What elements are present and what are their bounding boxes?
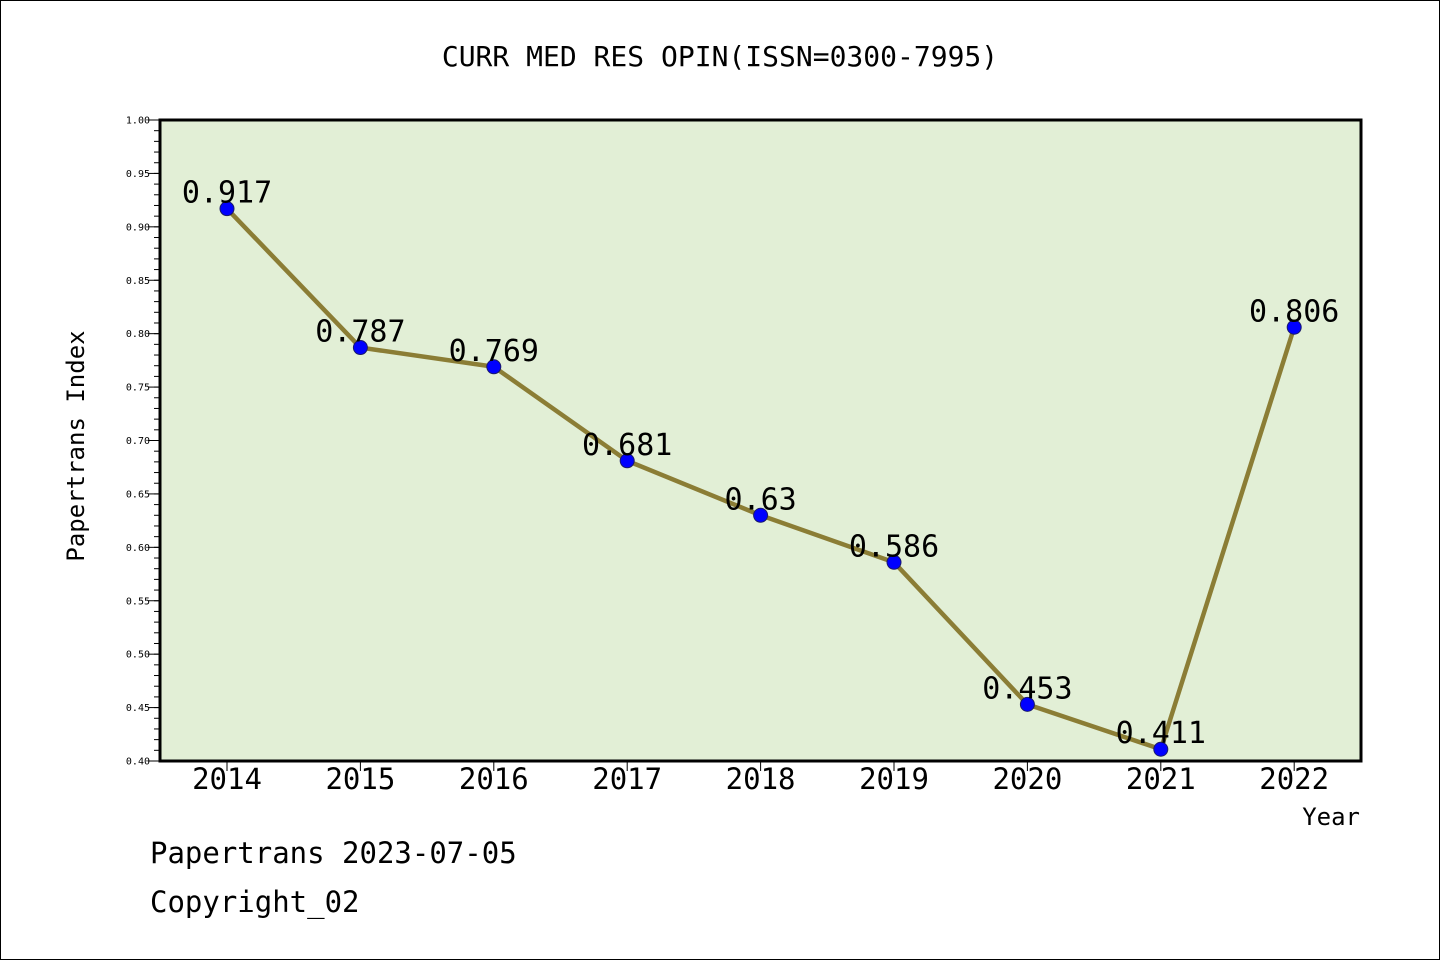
y-tick-label: 0.90 xyxy=(126,222,150,233)
y-tick-label: 0.95 xyxy=(126,169,150,180)
x-axis-title: Year xyxy=(1302,803,1360,831)
data-label: 0.681 xyxy=(582,428,672,463)
y-tick-label: 0.60 xyxy=(126,543,150,554)
data-label: 0.769 xyxy=(449,334,539,369)
y-tick-label: 0.85 xyxy=(126,276,150,287)
x-tick-label: 2014 xyxy=(192,762,262,796)
data-label: 0.917 xyxy=(182,176,272,211)
chart-title: CURR MED RES OPIN(ISSN=0300-7995) xyxy=(442,40,998,73)
x-tick-label: 2020 xyxy=(992,762,1062,796)
y-tick-label: 0.50 xyxy=(126,650,150,661)
data-point xyxy=(219,201,235,217)
x-tick-label: 2021 xyxy=(1126,762,1196,796)
data-point xyxy=(1286,319,1302,335)
y-tick-label: 0.65 xyxy=(126,489,150,500)
plot-border xyxy=(158,118,1363,763)
x-tick-label: 2018 xyxy=(726,762,796,796)
y-tick-label: 0.75 xyxy=(126,383,150,394)
data-point xyxy=(619,453,635,469)
data-point xyxy=(1153,741,1169,757)
data-label: 0.453 xyxy=(982,671,1072,706)
y-axis-title: Papertrans Index xyxy=(62,330,90,561)
x-tick-label: 2022 xyxy=(1259,762,1329,796)
data-label: 0.787 xyxy=(315,315,405,350)
y-axis-ticks: 0.40 0.45 0.50 0.55 0.60 0.65 0.70 0.75 0.80 0.85… xyxy=(126,116,160,768)
data-label: 0.806 xyxy=(1249,294,1339,329)
data-point xyxy=(1019,696,1035,712)
y-tick-label: 0.70 xyxy=(126,436,150,447)
y-tick-label: 1.00 xyxy=(126,116,150,127)
footer-copyright: Copyright_02 xyxy=(150,885,360,919)
data-label: 0.586 xyxy=(849,529,939,564)
data-point xyxy=(886,554,902,570)
data-point xyxy=(486,359,502,375)
data-label: 0.63 xyxy=(724,482,796,517)
x-tick-label: 2015 xyxy=(325,762,395,796)
data-label: 0.411 xyxy=(1116,716,1206,751)
y-tick-label: 0.45 xyxy=(126,703,150,714)
footer-date: Papertrans 2023-07-05 xyxy=(150,836,517,870)
y-tick-label: 0.40 xyxy=(126,757,150,768)
x-tick-label: 2017 xyxy=(592,762,662,796)
x-axis-ticks: 2014 2015 2016 2017 2018 2019 2020 2021 2022 xyxy=(192,761,1329,796)
data-labels: 0.917 0.787 0.769 0.681 0.63 0.586 0.453 0.411 0… xyxy=(182,176,1340,752)
x-tick-label: 2019 xyxy=(859,762,929,796)
x-tick-label: 2016 xyxy=(459,762,529,796)
data-markers xyxy=(219,201,1302,757)
data-point xyxy=(753,507,769,523)
plot-area xyxy=(160,120,1361,761)
data-point xyxy=(352,340,368,356)
y-tick-label: 0.55 xyxy=(126,596,150,607)
y-tick-label: 0.80 xyxy=(126,329,150,340)
